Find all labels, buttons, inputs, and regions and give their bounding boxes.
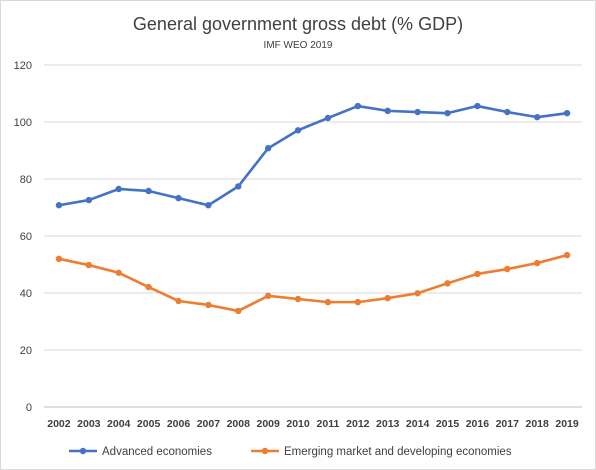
data-point	[175, 194, 182, 202]
data-point	[354, 102, 362, 110]
data-point	[294, 295, 302, 303]
chart-subtitle: IMF WEO 2019	[264, 40, 333, 51]
series-line	[57, 104, 569, 207]
data-point	[115, 269, 122, 276]
y-tick-label: 120	[14, 60, 32, 72]
series-1	[55, 102, 571, 209]
legend-entry: Emerging market and developing economies	[251, 446, 512, 458]
data-point	[324, 114, 332, 122]
data-point	[563, 109, 571, 117]
data-point	[384, 294, 391, 302]
data-point	[235, 183, 242, 190]
legend-swatch-marker	[79, 447, 87, 455]
x-tick-label: 2005	[137, 418, 161, 430]
data-point	[324, 298, 332, 306]
data-point	[444, 280, 451, 287]
legend-label: Emerging market and developing economies	[284, 446, 512, 458]
data-point	[354, 298, 362, 306]
data-point	[384, 107, 391, 115]
data-point	[205, 301, 212, 309]
x-tick-label: 2013	[376, 418, 400, 430]
data-point	[414, 290, 421, 297]
x-tick-label: 2004	[107, 418, 131, 430]
data-point	[85, 261, 93, 269]
y-tick-label: 60	[20, 231, 32, 243]
data-point	[145, 283, 152, 291]
x-tick-label: 2012	[346, 418, 370, 430]
data-point	[264, 292, 272, 300]
data-point	[533, 259, 541, 267]
legend-swatch-marker	[261, 447, 269, 455]
legend-entry: Advanced economies	[69, 446, 212, 458]
data-point	[474, 270, 481, 278]
data-point	[264, 145, 272, 152]
x-tick-label: 2014	[406, 418, 430, 430]
y-axis-ticks: 0 20 40 60 80 100 120	[14, 60, 32, 414]
data-point	[55, 202, 63, 209]
data-point	[474, 102, 481, 110]
x-tick-label: 2009	[256, 418, 280, 430]
x-tick-label: 2018	[525, 418, 549, 430]
y-tick-label: 20	[20, 345, 32, 357]
gridlines	[44, 64, 582, 408]
series-line	[57, 253, 569, 313]
data-point	[444, 109, 451, 117]
x-tick-label: 2002	[47, 418, 71, 430]
x-tick-label: 2019	[555, 418, 579, 430]
data-point	[504, 265, 511, 273]
data-point	[414, 108, 421, 116]
data-point	[115, 185, 122, 193]
data-point	[55, 255, 63, 262]
x-tick-label: 2011	[317, 418, 340, 430]
x-tick-label: 2010	[286, 418, 310, 430]
x-tick-label: 2017	[496, 418, 520, 430]
data-point	[504, 108, 511, 116]
data-point	[563, 251, 571, 259]
data-point	[145, 187, 152, 195]
y-tick-label: 80	[20, 174, 32, 186]
x-tick-label: 2016	[466, 418, 490, 430]
data-point	[235, 307, 242, 315]
x-tick-label: 2003	[77, 418, 101, 430]
data-point	[85, 196, 93, 204]
legend-label: Advanced economies	[102, 446, 212, 458]
x-tick-label: 2007	[197, 418, 221, 430]
y-tick-label: 40	[20, 288, 32, 300]
y-tick-label: 100	[14, 117, 32, 129]
x-tick-label: 2008	[227, 418, 251, 430]
x-tick-label: 2015	[436, 418, 460, 430]
series-2	[55, 251, 571, 315]
legend: Advanced economies Emerging market and de…	[69, 446, 512, 458]
data-point	[205, 202, 212, 209]
data-point	[294, 127, 302, 134]
x-tick-label: 2006	[167, 418, 191, 430]
data-point	[533, 113, 541, 121]
series-group	[55, 102, 571, 315]
y-tick-label: 0	[26, 402, 32, 414]
chart-title: General government gross debt (% GDP)	[133, 14, 463, 34]
data-point	[175, 297, 182, 305]
x-axis-ticks: 2002 2003 2004 2005 2006 2007 2008 2009 2010 2011…	[47, 418, 579, 430]
